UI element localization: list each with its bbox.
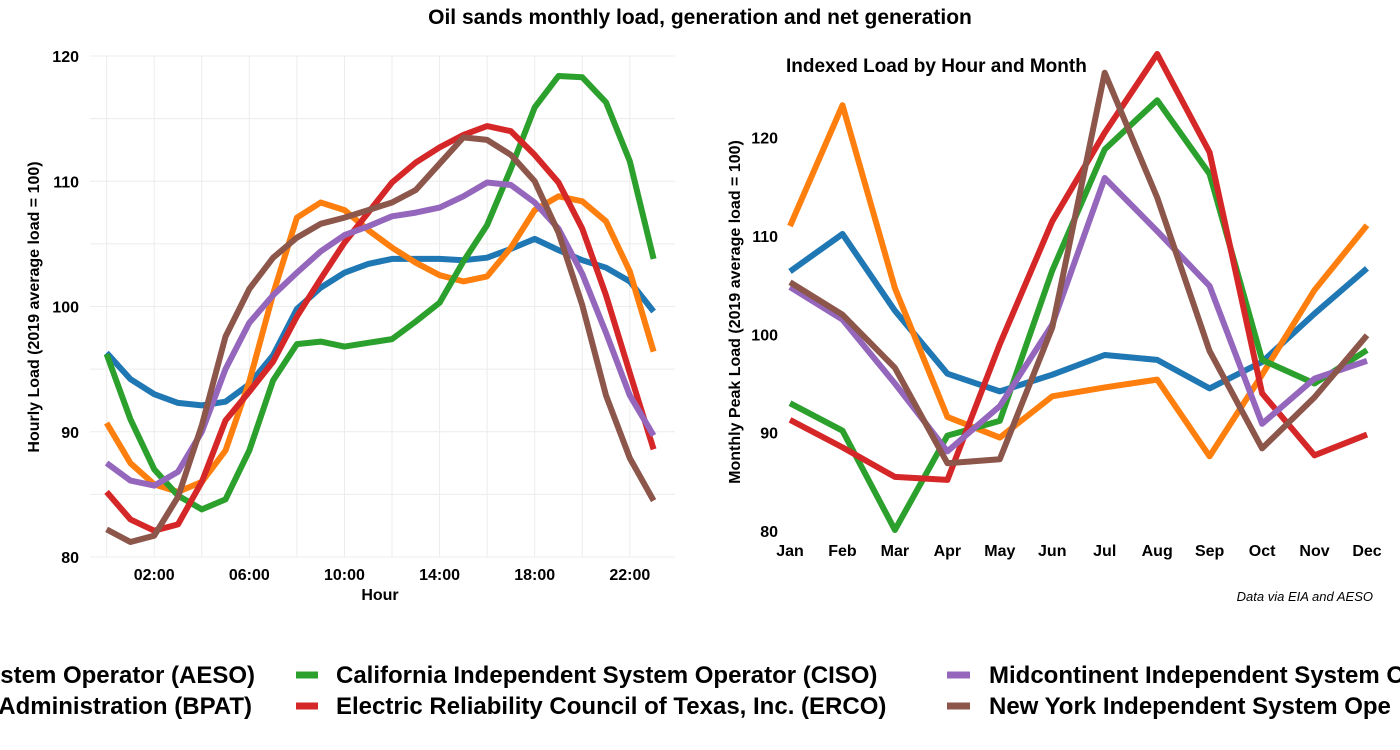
left-series-line-erco [104,123,657,534]
left-y-tick-label: 100 [52,300,79,317]
left-series-line-nyis [105,134,657,545]
right-x-tick-label: Feb [828,543,857,560]
left-y-tick-label: 110 [53,174,79,191]
left-x-tick-label: 10:00 [324,567,365,584]
left-x-tick-label: 02:00 [134,567,175,584]
left-y-tick-label: 120 [52,49,79,66]
right-x-tick-label: Dec [1352,543,1381,560]
right-x-tick-label: Oct [1249,543,1276,560]
right-x-tick-label: Jul [1093,543,1116,560]
legend-label-miso: Midcontinent Independent System O [989,662,1400,689]
right-y-tick-label: 90 [760,426,778,443]
right-x-tick-label: Jan [776,543,804,560]
left-gridlines [90,55,675,558]
right-y-tick-label: 120 [751,131,778,148]
left-y-tick-label: 80 [61,550,79,567]
legend-label-aeso: stem Operator (AESO) [0,662,255,689]
left-series [103,73,657,545]
right-y-ticks: 80 90 100 110 120 [751,131,778,541]
left-panel: 80 90 100 110 120 02:00 06:00 10:00 14:00 18:00 2… [26,49,675,604]
right-x-ticks: Jan Feb Mar Apr May Jun Jul Aug Sep Oct Nov Dec [776,543,1382,560]
right-series-line-aeso [788,231,1369,395]
right-panel: Indexed Load by Hour and Month 80 90 100 11… [727,51,1382,560]
legend-label-bpat: Administration (BPAT) [0,693,252,720]
left-x-tick-label: 18:00 [514,567,555,584]
left-y-tick-label: 90 [61,425,79,442]
legend-label-nyis: New York Independent System Ope [989,693,1391,720]
left-series-line-ciso [103,73,657,513]
right-x-tick-label: Jun [1038,543,1066,560]
legend-label-erco: Electric Reliability Council of Texas, I… [336,693,886,720]
figure-title: Oil sands monthly load, generation and n… [428,6,972,29]
right-series-line-nyis [788,69,1370,467]
left-x-tick-label: 22:00 [609,567,650,584]
right-x-tick-label: Aug [1142,543,1173,560]
right-y-tick-label: 80 [760,524,778,541]
right-y-tick-label: 110 [752,229,778,246]
legend-label-ciso: California Independent System Operator (… [336,662,877,689]
data-source-caption: Data via EIA and AESO [1237,589,1373,604]
left-y-ticks: 80 90 100 110 120 [52,49,79,567]
right-x-tick-label: Sep [1195,543,1225,560]
left-x-tick-label: 14:00 [419,567,460,584]
right-x-tick-label: May [984,543,1015,560]
right-panel-title: Indexed Load by Hour and Month [786,56,1087,77]
right-y-tick-label: 100 [751,327,778,344]
right-x-tick-label: Apr [934,543,962,560]
legend: stem Operator (AESO) Administration (BPA… [0,662,1400,720]
left-x-axis-label: Hour [361,587,398,604]
left-series-line-miso [104,179,657,489]
left-x-ticks: 02:00 06:00 10:00 14:00 18:00 22:00 [134,567,651,584]
right-y-axis-label: Monthly Peak Load (2019 average load = 1… [727,140,744,484]
left-y-axis-label: Hourly Load (2019 average load = 100) [26,161,43,452]
right-x-tick-label: Mar [881,543,909,560]
right-series [787,51,1370,533]
left-x-tick-label: 06:00 [229,567,270,584]
right-x-tick-label: Nov [1299,543,1329,560]
right-series-line-erco [788,51,1369,483]
left-series-line-bpat [104,193,657,495]
right-series-line-miso [788,175,1368,455]
